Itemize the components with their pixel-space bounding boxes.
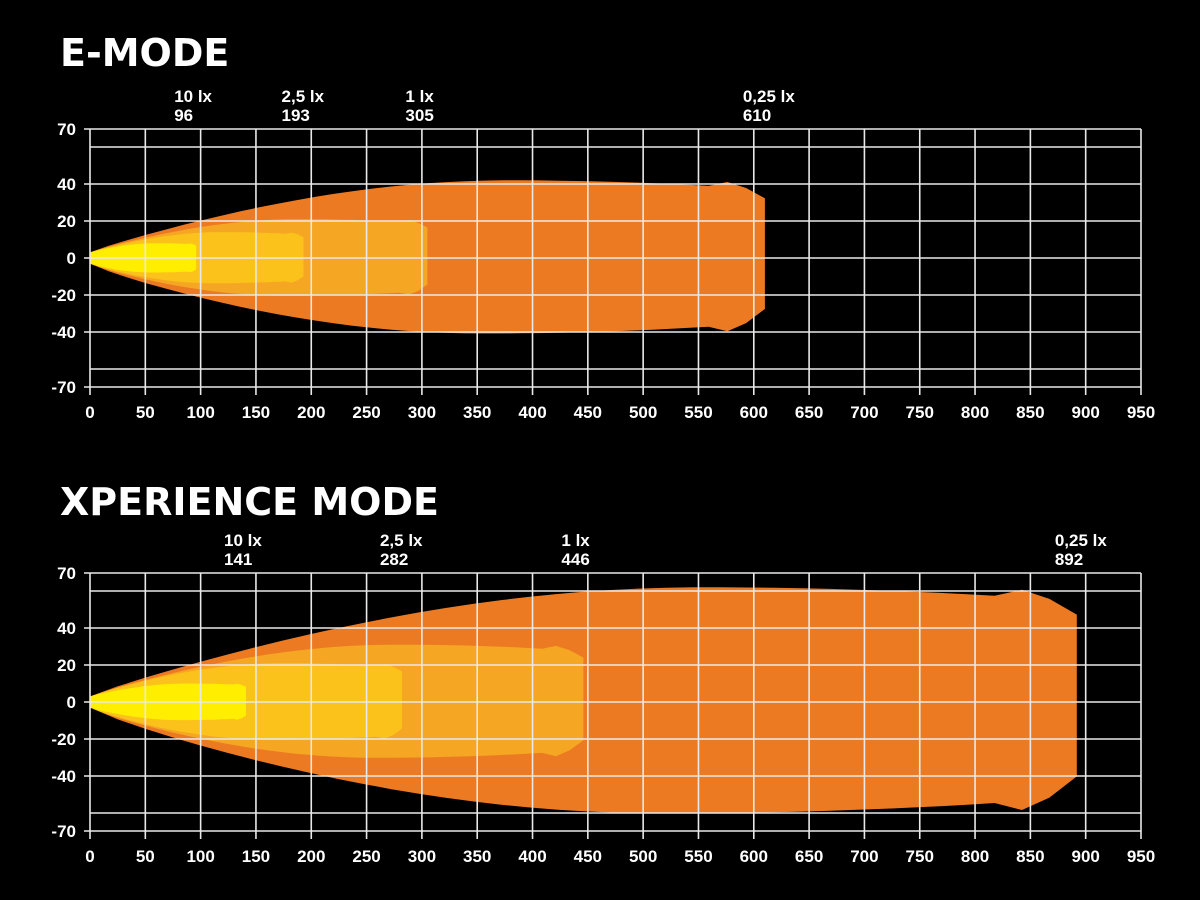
x-tick-label: 400 bbox=[518, 847, 546, 866]
lux-marker-distance: 96 bbox=[174, 106, 193, 125]
x-tick-label: 50 bbox=[136, 847, 155, 866]
y-tick-label: 70 bbox=[57, 564, 76, 583]
lux-marker-distance: 610 bbox=[743, 106, 771, 125]
x-tick-label: 100 bbox=[186, 403, 214, 422]
x-tick-label: 200 bbox=[297, 403, 325, 422]
lux-marker-label: 10 lx bbox=[224, 531, 262, 550]
y-tick-label: 70 bbox=[57, 120, 76, 139]
x-tick-label: 850 bbox=[1016, 847, 1044, 866]
x-tick-label: 750 bbox=[906, 403, 934, 422]
y-tick-label: 40 bbox=[57, 175, 76, 194]
x-tick-label: 350 bbox=[463, 847, 491, 866]
x-tick-label: 600 bbox=[740, 847, 768, 866]
y-tick-label: 20 bbox=[57, 656, 76, 675]
lux-marker-label: 10 lx bbox=[174, 87, 212, 106]
x-tick-label: 700 bbox=[850, 403, 878, 422]
lux-marker-label: 0,25 lx bbox=[1055, 531, 1108, 550]
lux-marker-label: 1 lx bbox=[561, 531, 590, 550]
lux-marker-distance: 892 bbox=[1055, 550, 1083, 569]
x-tick-label: 500 bbox=[629, 403, 657, 422]
y-tick-label: 20 bbox=[57, 212, 76, 231]
x-tick-label: 950 bbox=[1127, 847, 1155, 866]
x-tick-label: 700 bbox=[850, 847, 878, 866]
x-tick-label: 900 bbox=[1071, 403, 1099, 422]
lux-marker-label: 2,5 lx bbox=[380, 531, 423, 550]
y-tick-label: 40 bbox=[57, 619, 76, 638]
lux-marker-distance: 282 bbox=[380, 550, 408, 569]
x-tick-label: 650 bbox=[795, 403, 823, 422]
x-tick-label: 250 bbox=[352, 847, 380, 866]
x-tick-label: 0 bbox=[85, 847, 94, 866]
y-tick-label: -70 bbox=[51, 822, 76, 841]
x-tick-label: 150 bbox=[242, 847, 270, 866]
y-tick-label: -20 bbox=[51, 730, 76, 749]
x-tick-label: 0 bbox=[85, 403, 94, 422]
x-tick-label: 950 bbox=[1127, 403, 1155, 422]
lux-marker-distance: 141 bbox=[224, 550, 252, 569]
x-tick-label: 250 bbox=[352, 403, 380, 422]
y-tick-label: -40 bbox=[51, 767, 76, 786]
y-tick-label: -20 bbox=[51, 286, 76, 305]
y-tick-label: 0 bbox=[67, 693, 76, 712]
x-tick-label: 300 bbox=[408, 847, 436, 866]
x-tick-label: 400 bbox=[518, 403, 546, 422]
chart-title: XPERIENCE MODE bbox=[60, 480, 439, 524]
x-tick-label: 150 bbox=[242, 403, 270, 422]
x-tick-label: 750 bbox=[906, 847, 934, 866]
x-tick-label: 800 bbox=[961, 847, 989, 866]
x-tick-label: 600 bbox=[740, 403, 768, 422]
x-tick-label: 50 bbox=[136, 403, 155, 422]
x-tick-label: 350 bbox=[463, 403, 491, 422]
lux-marker-distance: 305 bbox=[405, 106, 433, 125]
lux-marker-distance: 193 bbox=[282, 106, 310, 125]
x-tick-label: 500 bbox=[629, 847, 657, 866]
x-tick-label: 800 bbox=[961, 403, 989, 422]
lux-marker-label: 2,5 lx bbox=[282, 87, 325, 106]
x-tick-label: 450 bbox=[574, 403, 602, 422]
y-tick-label: -40 bbox=[51, 323, 76, 342]
x-tick-label: 450 bbox=[574, 847, 602, 866]
lux-marker-distance: 446 bbox=[561, 550, 589, 569]
lux-marker-label: 0,25 lx bbox=[743, 87, 796, 106]
x-tick-label: 900 bbox=[1071, 847, 1099, 866]
x-tick-label: 100 bbox=[186, 847, 214, 866]
y-tick-label: 0 bbox=[67, 249, 76, 268]
x-tick-label: 550 bbox=[684, 403, 712, 422]
x-tick-label: 650 bbox=[795, 847, 823, 866]
y-tick-label: -70 bbox=[51, 378, 76, 397]
x-tick-label: 300 bbox=[408, 403, 436, 422]
chart-title: E-MODE bbox=[60, 31, 229, 75]
x-tick-label: 850 bbox=[1016, 403, 1044, 422]
x-tick-label: 200 bbox=[297, 847, 325, 866]
x-tick-label: 550 bbox=[684, 847, 712, 866]
lux-marker-label: 1 lx bbox=[405, 87, 434, 106]
